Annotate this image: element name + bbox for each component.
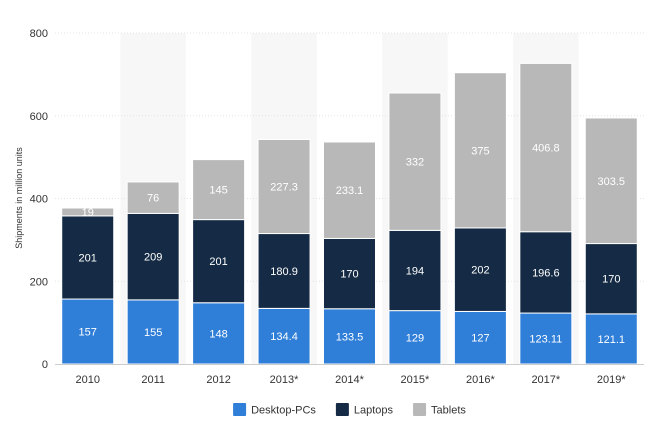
data-label: 194: [406, 265, 424, 277]
bar-segment-laptops: [323, 237, 376, 310]
data-label: 233.1: [336, 185, 364, 197]
data-label: 303.5: [598, 176, 626, 188]
data-label: 133.5: [336, 331, 364, 343]
legend-swatch: [413, 403, 427, 416]
y-axis-title: Shipments in million units: [14, 147, 24, 249]
bar-segment-tablets: [584, 117, 638, 245]
data-label: 170: [602, 274, 620, 286]
bar-segment-desktop-pcs: [257, 307, 311, 365]
y-tick-label: 400: [30, 194, 48, 206]
data-label: 406.8: [532, 143, 560, 155]
bar-segment-desktop-pcs: [126, 299, 180, 365]
data-label: 148: [209, 328, 227, 340]
data-label: 127: [471, 333, 489, 345]
data-label: 201: [209, 256, 227, 268]
data-label: 123.11: [529, 334, 562, 346]
bar-segment-tablets: [453, 72, 507, 229]
data-label: 180.9: [270, 266, 298, 278]
data-label: 155: [144, 327, 162, 339]
legend-item[interactable]: Laptops: [335, 403, 394, 417]
legend-item[interactable]: Tablets: [413, 403, 466, 417]
data-label: 170: [340, 269, 358, 281]
legend-item[interactable]: Desktop-PCs: [233, 403, 316, 417]
x-tick-label: 2015*: [401, 374, 430, 386]
bar-segment-desktop-pcs: [453, 310, 507, 365]
bar-segment-tablets: [61, 207, 115, 217]
data-label: 76: [147, 193, 159, 205]
bar-segment-laptops: [584, 243, 638, 315]
bar-segment-desktop-pcs: [388, 310, 442, 365]
bar-segment-desktop-pcs: [584, 313, 638, 365]
x-tick-label: 2013*: [270, 374, 299, 386]
data-label: 227.3: [270, 182, 298, 194]
bar-segments: [61, 62, 638, 365]
x-tick-label: 2011: [141, 374, 165, 386]
y-tick-label: 600: [30, 111, 48, 123]
x-tick-label: 2016*: [466, 374, 495, 386]
x-tick-label: 2017*: [531, 374, 560, 386]
bar-segment-laptops: [388, 229, 442, 312]
y-tick-label: 200: [30, 276, 48, 288]
data-label: 129: [406, 332, 424, 344]
legend[interactable]: Desktop-PCs Laptops Tablets: [233, 403, 466, 417]
data-label: 375: [471, 145, 489, 157]
bar-segment-laptops: [519, 231, 573, 314]
bar-segment-tablets: [192, 159, 246, 221]
bar-segment-tablets: [519, 62, 573, 233]
legend-label: Laptops: [354, 405, 394, 417]
y-tick-label: 0: [42, 359, 48, 371]
data-label: 157: [79, 327, 97, 339]
data-label: 201: [79, 252, 97, 264]
data-label: 134.4: [270, 331, 298, 343]
y-tick-label: 800: [30, 28, 48, 40]
y-axis: 0 200 400 600 800: [30, 28, 48, 371]
x-tick-label: 2010: [75, 374, 99, 386]
legend-swatch: [233, 403, 247, 416]
x-axis: 2010 2011 2012 2013* 2014* 2015* 2016* 2017* 201…: [55, 364, 644, 386]
data-label: 332: [406, 157, 424, 169]
data-label: 145: [209, 185, 227, 197]
bar-segment-tablets: [126, 181, 180, 214]
x-tick-label: 2019*: [597, 374, 626, 386]
bar-segment-laptops: [257, 233, 311, 309]
legend-label: Desktop-PCs: [251, 405, 316, 417]
x-tick-label: 2014*: [335, 374, 364, 386]
bar-segment-laptops: [453, 227, 507, 312]
bar-segment-laptops: [126, 212, 180, 301]
bar-segment-laptops: [61, 215, 115, 300]
data-label: 209: [144, 252, 162, 264]
segment-value-labels: 157 201 19 155 209 76 148 201 145 134.4 180.9 227.3…: [79, 143, 626, 346]
data-label: 202: [471, 265, 489, 277]
legend-label: Tablets: [431, 405, 466, 417]
bar-segment-tablets: [323, 141, 376, 239]
bar-segment-tablets: [388, 92, 442, 231]
data-label: 121.1: [598, 334, 626, 346]
x-tick-label: 2012: [206, 374, 230, 386]
data-label: 19: [82, 207, 94, 219]
bar-segment-desktop-pcs: [323, 308, 376, 365]
legend-swatch: [335, 403, 349, 416]
bar-segment-desktop-pcs: [519, 312, 573, 365]
data-label: 196.6: [532, 267, 560, 279]
bar-segment-tablets: [257, 138, 311, 235]
